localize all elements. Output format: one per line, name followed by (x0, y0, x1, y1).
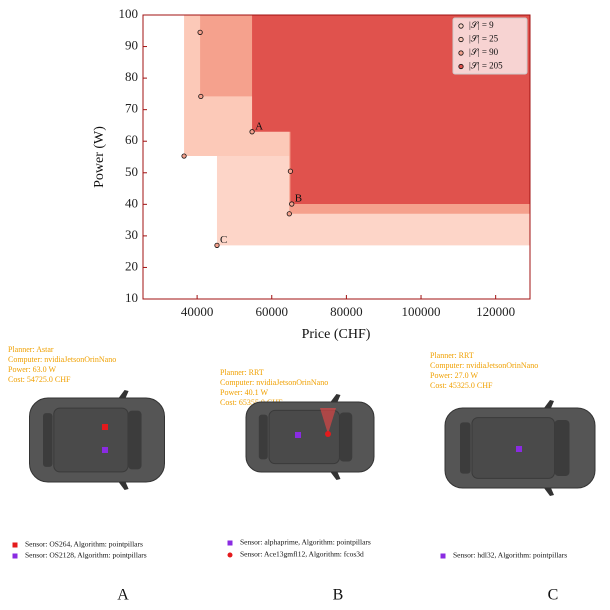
sensor-marker (228, 541, 233, 546)
panel-info: Power: 27.0 W (430, 371, 479, 380)
y-tick-label: 80 (125, 69, 138, 84)
point (182, 154, 186, 158)
y-tick-label: 40 (125, 195, 138, 210)
legend-label: |𝒮| = 25 (469, 34, 499, 44)
y-tick-label: 10 (125, 290, 138, 305)
y-tick-label: 60 (125, 132, 138, 147)
legend-label: |𝒮| = 205 (469, 61, 503, 71)
car-mirror (119, 390, 129, 398)
panel-info: Cost: 54725.0 CHF (8, 375, 71, 384)
panel-info: Computer: nvidiaJetsonOrinNano (8, 355, 116, 364)
car-mirror (330, 394, 340, 402)
sensor-marker (325, 431, 331, 437)
x-tick-label: 120000 (476, 304, 515, 319)
point-label: A (255, 120, 263, 132)
sensor-marker (102, 424, 108, 430)
car-windshield (128, 411, 142, 470)
point-label: B (295, 193, 302, 205)
point (290, 202, 294, 206)
panel-info: Cost: 45325.0 CHF (430, 381, 493, 390)
sensor-label: Sensor: alphaprime, Algorithm: pointpill… (240, 538, 371, 547)
panel-info: Computer: nvidiaJetsonOrinNano (220, 378, 328, 387)
car-rear-window (43, 413, 52, 467)
sensor-marker (441, 554, 446, 559)
car-windshield (555, 420, 570, 476)
point (288, 169, 292, 173)
y-tick-label: 50 (125, 164, 138, 179)
x-tick-label: 60000 (256, 304, 289, 319)
car-roof (54, 408, 128, 472)
sensor-marker (13, 554, 18, 559)
legend-marker (459, 51, 463, 55)
figure: Price (CHF) Power (W) A B C 10 20 30 40 50 60 70 8… (0, 0, 610, 610)
sensor-marker (228, 553, 233, 558)
sensor-label: Sensor: Ace13gmfl12, Algorithm: fcos3d (240, 550, 364, 559)
point (198, 30, 202, 34)
page: Price (CHF) Power (W) A B C 10 20 30 40 50 60 70 8… (0, 0, 610, 610)
x-axis-label: Price (CHF) (302, 327, 371, 342)
sensor-label: Sensor: hdl32, Algorithm: pointpillars (453, 551, 567, 560)
sensor-marker (102, 447, 108, 453)
car-mirror (119, 482, 129, 490)
point (199, 94, 203, 98)
point-label: C (220, 234, 227, 246)
x-tick-label: 100000 (402, 304, 441, 319)
y-tick-label: 30 (125, 227, 138, 242)
y-tick-label: 70 (125, 101, 138, 116)
sensor-marker (13, 543, 18, 548)
x-tick-label: 80000 (330, 304, 363, 319)
sensor-label: Sensor: OS264, Algorithm: pointpillars (25, 540, 143, 549)
car-rear-window (460, 422, 471, 473)
legend-marker (459, 37, 463, 41)
y-tick-label: 20 (125, 258, 138, 273)
point (215, 243, 219, 247)
car-windshield (339, 413, 352, 462)
sensor-marker (516, 446, 522, 452)
x-tick-label: 40000 (181, 304, 214, 319)
panel-info: Planner: Astar (8, 345, 54, 354)
y-tick-label: 100 (119, 6, 139, 21)
panel-info: Computer: nvidiaJetsonOrinNano (430, 361, 538, 370)
y-tick-label: 90 (125, 38, 138, 53)
panel-label: B (333, 587, 344, 604)
point (250, 130, 254, 134)
car-mirror (330, 472, 340, 480)
panel-info: Planner: RRT (430, 351, 474, 360)
legend-label: |𝒮| = 9 (469, 20, 494, 30)
y-axis-label: Power (W) (92, 126, 107, 188)
car-rear-window (259, 415, 268, 460)
panel-info: Planner: RRT (220, 368, 264, 377)
car-roof (472, 418, 555, 479)
point (287, 212, 291, 216)
car-mirror (544, 488, 554, 496)
legend-marker (459, 24, 463, 28)
panel-info: Power: 63.0 W (8, 365, 57, 374)
sensor-marker (295, 432, 301, 438)
panel-label: A (117, 587, 129, 604)
legend-marker (459, 64, 463, 68)
legend-label: |𝒮| = 90 (469, 47, 499, 57)
panel-info: Power: 40.1 W (220, 388, 269, 397)
sensor-label: Sensor: OS2128, Algorithm: pointpillars (25, 551, 147, 560)
car-mirror (544, 400, 554, 408)
panel-label: C (548, 587, 559, 604)
